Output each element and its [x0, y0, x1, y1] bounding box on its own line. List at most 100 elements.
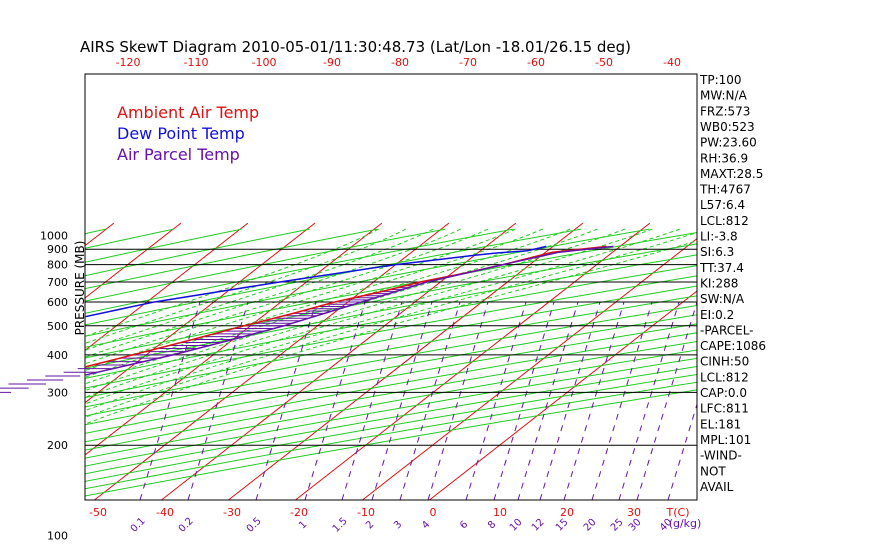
moist-adiabat-line: [85, 228, 680, 412]
mixing-ratio-line: [591, 301, 653, 500]
bottom-temp-tick-label: 0: [430, 506, 437, 519]
mixing-ratio-line: [618, 301, 680, 500]
dry-adiabat-line: [85, 304, 697, 417]
mixing-ratio-line: [563, 301, 625, 500]
isotherm-line: [84, 222, 249, 351]
dry-adiabat-line: [85, 228, 446, 302]
pressure-tick-label: 400: [47, 349, 68, 362]
index-label: PW:23.60: [700, 136, 757, 150]
dry-adiabat-line: [85, 228, 310, 277]
top-temp-tick-label: -40: [663, 56, 681, 69]
mixing-ratio-tick-label: 0.1: [129, 516, 148, 535]
chart-labels: AIRS SkewT Diagram 2010-05-01/11:30:48.7…: [40, 38, 766, 543]
dry-adiabat-line: [85, 254, 697, 369]
mixing-ratio-line: [255, 301, 317, 500]
mixing-ratio-tick-label: 15: [554, 517, 571, 534]
mixing-ratio-tick-label: 6: [458, 519, 470, 531]
dry-adiabat-line: [85, 323, 697, 434]
index-label: -PARCEL-: [700, 323, 754, 337]
mixing-ratio-tick-label: 25: [609, 517, 626, 534]
mixing-ratio-line: [371, 301, 433, 500]
mixing-ratio-line: [187, 301, 249, 500]
moist-adiabat-line: [85, 228, 571, 385]
mixing-ratio-tick-label: 20: [582, 517, 599, 534]
mixing-ratio-lines: [139, 301, 697, 500]
pressure-tick-label: 200: [47, 439, 68, 452]
series-line-air-parcel-temp: [85, 245, 614, 376]
mixing-ratio-tick-label: 3: [392, 519, 404, 531]
dry-adiabat-line: [85, 228, 242, 263]
mixing-ratio-line: [465, 301, 527, 500]
dry-adiabat-line: [85, 314, 697, 426]
bottom-temp-tick-label: -30: [223, 506, 241, 519]
moist-adiabat-line: [85, 228, 407, 344]
dry-adiabat-line: [85, 228, 582, 326]
pressure-tick-label: 900: [47, 243, 68, 256]
pressure-tick-label: 1000: [40, 230, 68, 243]
pressure-tick-label: 500: [47, 320, 68, 333]
mixing-ratio-line: [341, 301, 403, 500]
mixing-ratio-tick-label: 8: [486, 519, 498, 531]
chart-title: AIRS SkewT Diagram 2010-05-01/11:30:48.7…: [80, 38, 631, 56]
index-label: LCL:812: [700, 370, 749, 384]
moist-adiabat-line: [85, 228, 489, 365]
index-label: SW:N/A: [700, 292, 745, 306]
pressure-tick-label: 600: [47, 296, 68, 309]
dry-adiabat-line: [85, 228, 514, 314]
y-axis-label: PRESSURE (MB): [73, 241, 87, 336]
index-label: RH:36.9: [700, 151, 748, 165]
legend-entry: Ambient Air Temp: [117, 103, 259, 122]
mixing-ratio-tick-label: 0.2: [177, 516, 196, 535]
plot-frame: [84, 73, 698, 501]
isotherm-line: [84, 222, 115, 247]
index-label: CAP:0.0: [700, 386, 747, 400]
mixing-ratio-tick-label: 1.5: [331, 516, 350, 535]
moist-adiabat-line: [85, 228, 461, 358]
bottom-temp-tick-label: -20: [290, 506, 308, 519]
legend-entry: Air Parcel Temp: [117, 145, 240, 164]
index-label: WB0:523: [700, 120, 755, 134]
dry-adiabat-line: [85, 232, 697, 348]
x-axis-label: T(C): [666, 506, 690, 519]
mixing-ratio-tick-label: 1: [297, 519, 309, 531]
dry-adiabat-line: [85, 285, 697, 399]
index-label: CINH:50: [700, 355, 749, 369]
bottom-temp-tick-label: -50: [89, 506, 107, 519]
top-temp-tick-label: -50: [595, 56, 613, 69]
dry-adiabat-line: [85, 275, 697, 389]
mixing-ratio-line: [399, 301, 461, 500]
bottom-temp-tick-label: 30: [627, 506, 641, 519]
index-label: -WIND-: [700, 449, 742, 463]
index-label: MW:N/A: [700, 89, 748, 103]
index-label: MPL:101: [700, 433, 751, 447]
top-temp-tick-label: -100: [252, 56, 277, 69]
pressure-tick-label: 300: [47, 386, 68, 399]
index-label: L57:6.4: [700, 198, 745, 212]
mixing-ratio-line: [139, 301, 201, 500]
index-label: LI:-3.8: [700, 230, 738, 244]
pressure-tick-label: 100: [47, 530, 68, 543]
mixing-ratio-line: [427, 301, 489, 500]
dry-adiabat-line: [85, 341, 697, 451]
top-temp-tick-label: -90: [323, 56, 341, 69]
index-label: EL:181: [700, 417, 741, 431]
top-temp-tick-label: -120: [116, 56, 141, 69]
pressure-tick-label: 700: [47, 276, 68, 289]
dry-adiabat-line: [85, 357, 697, 467]
bottom-temp-tick-label: 10: [493, 506, 507, 519]
legend-entry: Dew Point Temp: [117, 124, 245, 143]
isotherm-line: [161, 222, 517, 501]
index-label: TH:4767: [699, 183, 751, 197]
mixing-ratio-tick-label: 30: [627, 517, 644, 534]
index-label: AVAIL: [700, 480, 734, 494]
moist-adiabat-line: [85, 228, 653, 405]
index-label: TT:37.4: [699, 261, 744, 275]
dry-adiabat-line: [85, 365, 697, 475]
mixing-ratio-line: [539, 301, 601, 500]
series-line-ambient-air-temp: [85, 245, 607, 368]
mixing-ratio-tick-label: 10: [508, 517, 525, 534]
dry-adiabat-line: [85, 373, 697, 482]
index-label: NOT: [700, 464, 726, 478]
mixing-ratio-tick-label: 0.5: [245, 516, 264, 535]
dry-adiabat-line: [85, 295, 697, 408]
